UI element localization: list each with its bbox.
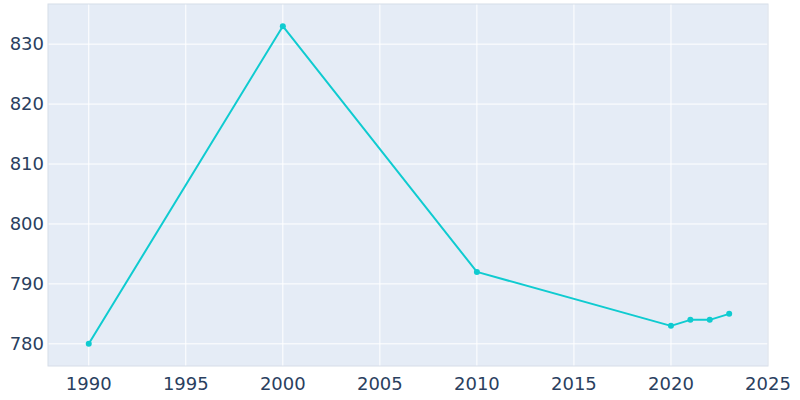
y-tick-label: 820 [10, 93, 44, 114]
x-tick-label: 2010 [454, 373, 500, 394]
y-grid-line [48, 164, 768, 165]
x-tick-label: 2005 [357, 373, 403, 394]
y-grid-line [48, 223, 768, 224]
x-tick-label: 2015 [551, 373, 597, 394]
x-grid-line [88, 4, 89, 366]
y-grid-line [48, 104, 768, 105]
y-tick-label: 830 [10, 33, 44, 54]
x-grid-line [379, 4, 380, 366]
chart: 1990 1995 2000 2005 2010 2015 2020 2025 780 790 80… [0, 0, 800, 400]
x-tick-label: 1995 [163, 373, 209, 394]
x-tick-label: 1990 [66, 373, 112, 394]
y-tick-label: 780 [10, 333, 44, 354]
point [687, 317, 693, 323]
point [474, 269, 480, 275]
x-grid-line [476, 4, 477, 366]
point [726, 311, 732, 317]
plot-frame [48, 4, 768, 366]
x-grid-line [282, 4, 283, 366]
y-tick-label: 800 [10, 213, 44, 234]
series-line [89, 26, 729, 344]
point [668, 323, 674, 329]
series-group [86, 23, 732, 347]
x-grid-line [573, 4, 574, 366]
point [707, 317, 713, 323]
y-grid-line [48, 283, 768, 284]
x-tick-label: 2025 [745, 373, 791, 394]
x-grid-line [670, 4, 671, 366]
y-tick-label: 790 [10, 273, 44, 294]
x-tick-label: 2020 [648, 373, 694, 394]
plot-background [48, 4, 768, 366]
point [86, 341, 92, 347]
y-tick-label: 810 [10, 153, 44, 174]
y-grid-line [48, 343, 768, 344]
y-grid-line [48, 44, 768, 45]
x-tick-label: 2000 [260, 373, 306, 394]
point [280, 23, 286, 29]
